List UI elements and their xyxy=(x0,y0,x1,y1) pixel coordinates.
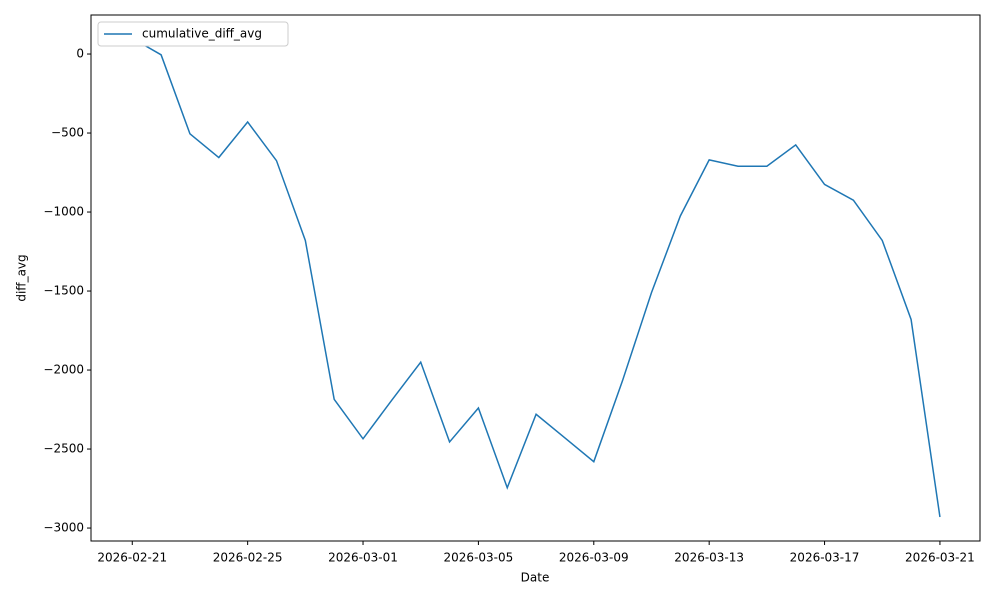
plot-frame xyxy=(90,14,981,542)
y-tick-label: 0 xyxy=(76,47,84,61)
y-tick-label: −500 xyxy=(51,126,84,140)
x-tick-label: 2026-03-05 xyxy=(444,551,514,565)
x-axis-label: Date xyxy=(521,571,550,585)
y-tick-label: −2500 xyxy=(43,442,84,456)
y-axis-label: diff_avg xyxy=(15,254,29,301)
x-tick-label: 2026-02-21 xyxy=(97,551,167,565)
line-series xyxy=(131,37,941,518)
y-tick-label: −1000 xyxy=(43,205,84,219)
x-tick-label: 2026-03-17 xyxy=(790,551,860,565)
y-tick-label: −3000 xyxy=(43,521,84,535)
x-tick-label: 2026-03-09 xyxy=(559,551,629,565)
x-tick-label: 2026-03-21 xyxy=(905,551,975,565)
legend-label: cumulative_diff_avg xyxy=(142,27,262,41)
x-tick-label: 2026-02-25 xyxy=(213,551,283,565)
y-tick-label: −2000 xyxy=(43,363,84,377)
legend-box xyxy=(97,21,289,47)
x-tick-label: 2026-03-01 xyxy=(328,551,398,565)
x-tick-label: 2026-03-13 xyxy=(674,551,744,565)
y-tick-label: −1500 xyxy=(43,284,84,298)
